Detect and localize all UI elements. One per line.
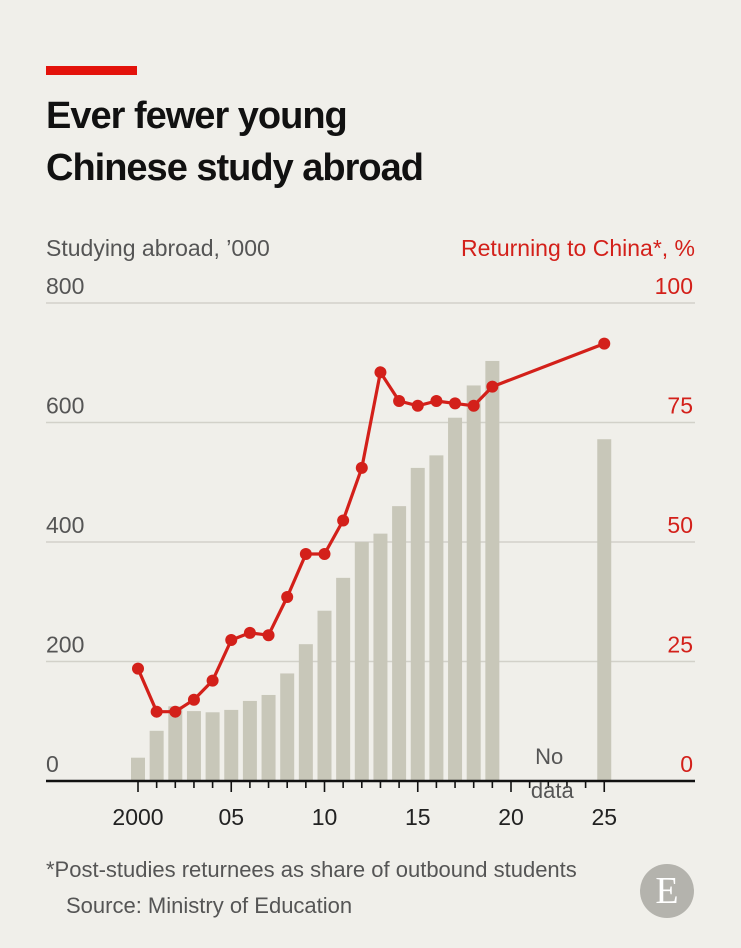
- bar: [466, 385, 481, 781]
- x-tick-label: 25: [591, 804, 617, 830]
- bar: [410, 467, 425, 781]
- right-tick-label: 100: [655, 273, 693, 299]
- bar: [224, 709, 239, 781]
- bar: [205, 712, 220, 781]
- footnote-text: *Post-studies returnees as share of outb…: [46, 857, 577, 882]
- line-point: [355, 461, 368, 474]
- line-point: [486, 380, 499, 393]
- line-point: [206, 674, 219, 687]
- right-tick-label: 25: [667, 632, 693, 658]
- no-data-annotation-line-1: No: [535, 744, 563, 769]
- line-point: [393, 394, 406, 407]
- x-axis-labels: 2000 05 10 15 20 25: [112, 804, 617, 830]
- bar: [373, 533, 388, 781]
- left-axis-label: Studying abroad, ’000: [46, 235, 270, 261]
- line-point: [299, 547, 312, 560]
- accent-bar: [46, 66, 137, 75]
- line-point: [337, 514, 350, 527]
- footnote: *Post-studies returnees as share of outb…: [46, 852, 606, 924]
- returning-line: [136, 342, 605, 714]
- bar: [429, 455, 444, 781]
- chart-title: Ever fewer young Chinese study abroad: [46, 90, 686, 194]
- bar: [168, 706, 183, 781]
- bar: [261, 694, 276, 781]
- bar: [280, 673, 295, 781]
- left-tick-label: 600: [46, 393, 84, 419]
- line-point: [281, 590, 294, 603]
- bar: [298, 644, 313, 781]
- bar: [448, 417, 463, 781]
- line-point: [449, 397, 462, 410]
- line-point: [169, 705, 182, 718]
- bar: [131, 757, 145, 781]
- x-tick-label: 15: [405, 804, 431, 830]
- line-point: [187, 693, 200, 706]
- left-tick-label: 0: [46, 751, 59, 777]
- line-point: [318, 547, 331, 560]
- line-point: [467, 399, 480, 412]
- left-tick-label: 400: [46, 512, 84, 538]
- line-point: [374, 366, 387, 379]
- line-point: [430, 394, 443, 407]
- right-axis-ticks: 0 25 50 75 100: [655, 273, 693, 777]
- chart-title-line-2: Chinese study abroad: [46, 147, 424, 189]
- bar: [149, 730, 164, 781]
- returning-points: [132, 337, 611, 718]
- left-tick-label: 800: [46, 273, 84, 299]
- chart-title-line-1: Ever fewer young: [46, 95, 348, 137]
- line-point: [150, 705, 163, 718]
- line-point: [598, 337, 611, 350]
- economist-logo: E: [640, 864, 694, 918]
- line-point: [132, 662, 144, 675]
- bar: [392, 506, 407, 781]
- bars: [131, 360, 612, 781]
- bar: [186, 711, 201, 781]
- right-tick-label: 50: [667, 512, 693, 538]
- right-axis-label: Returning to China*, %: [461, 235, 695, 261]
- line-point: [411, 399, 424, 412]
- right-tick-label: 75: [667, 393, 693, 419]
- x-tick-label: 10: [312, 804, 338, 830]
- line-point: [225, 633, 238, 646]
- left-axis-ticks: 0 200 400 600 800: [46, 273, 84, 777]
- x-tick-label: 20: [498, 804, 524, 830]
- no-data-annotation-line-2: data: [531, 778, 575, 803]
- source-text: Source: Ministry of Education: [66, 893, 353, 918]
- bar: [336, 577, 351, 781]
- line-point: [243, 626, 256, 639]
- no-data-annotation: No data: [531, 744, 575, 803]
- x-axis-ticks: [137, 781, 606, 792]
- bar: [242, 700, 257, 781]
- x-tick-label: 2000: [112, 804, 163, 830]
- x-tick-label: 05: [218, 804, 244, 830]
- bar: [597, 439, 612, 781]
- bar: [485, 360, 500, 781]
- line-point: [262, 629, 275, 642]
- bar: [354, 542, 369, 781]
- bar: [317, 610, 332, 781]
- right-tick-label: 0: [680, 751, 693, 777]
- left-tick-label: 200: [46, 632, 84, 658]
